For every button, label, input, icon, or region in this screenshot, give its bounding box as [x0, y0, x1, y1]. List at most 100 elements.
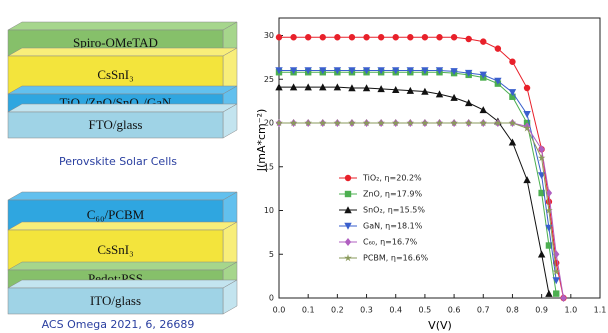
marker — [344, 190, 352, 198]
marker — [435, 90, 444, 98]
marker — [406, 86, 415, 94]
marker — [344, 206, 352, 214]
marker — [391, 119, 400, 127]
layer: FTO/glass — [7, 103, 238, 139]
marker — [406, 67, 415, 75]
marker — [290, 34, 297, 41]
layer-top — [7, 191, 238, 201]
marker — [421, 67, 429, 75]
x-axis-label: V(V) — [428, 319, 452, 332]
marker — [289, 119, 298, 127]
legend-item: GaN, η=18.1% — [339, 222, 423, 231]
marker — [362, 119, 371, 127]
x-tick-label: 0.7 — [477, 306, 490, 315]
marker — [545, 189, 553, 197]
marker — [334, 34, 341, 41]
marker — [545, 242, 553, 249]
marker — [465, 35, 472, 43]
marker — [362, 84, 371, 92]
legend-item: ZnO, η=17.9% — [339, 190, 423, 199]
y-tick-label: 25 — [264, 75, 274, 84]
layer-face — [7, 111, 224, 139]
marker — [377, 34, 385, 41]
marker — [479, 71, 487, 79]
marker — [545, 198, 553, 205]
marker — [304, 67, 312, 75]
marker — [545, 289, 553, 297]
legend-label: C₆₀, η=16.7% — [363, 238, 418, 247]
marker — [362, 67, 371, 75]
layer-face — [7, 287, 224, 315]
marker — [406, 119, 415, 127]
marker — [435, 67, 444, 75]
marker — [435, 119, 444, 127]
layer-top — [7, 221, 238, 231]
legend-label: TiO₂, η=20.2% — [362, 174, 422, 183]
marker — [480, 38, 487, 45]
x-tick-label: 0.8 — [506, 306, 519, 315]
x-tick-label: 0.6 — [448, 306, 461, 315]
marker — [553, 290, 560, 297]
marker — [421, 87, 429, 95]
layer-label: ITO/glass — [90, 293, 141, 308]
legend-item: TiO₂, η=20.2% — [339, 174, 422, 183]
marker — [344, 254, 352, 262]
marker — [392, 67, 400, 75]
marker — [560, 294, 567, 302]
marker — [363, 34, 370, 41]
x-tick-label: 0.4 — [389, 306, 402, 315]
marker — [450, 119, 458, 127]
layer-top — [7, 85, 238, 95]
marker — [304, 34, 312, 41]
marker — [377, 67, 385, 75]
layer: ITO/glass — [7, 279, 238, 315]
y-tick-label: 0 — [269, 294, 274, 303]
marker — [392, 86, 400, 93]
marker — [333, 67, 342, 75]
marker — [319, 83, 327, 91]
marker — [318, 119, 327, 127]
legend-label: PCBM, η=16.6% — [363, 254, 428, 263]
marker — [464, 119, 473, 127]
layer-label: C₆₀/PCBM — [87, 207, 145, 222]
marker — [523, 176, 531, 184]
y-tick-label: 15 — [264, 162, 274, 171]
marker — [450, 93, 458, 101]
legend-label: ZnO, η=17.9% — [363, 190, 423, 199]
marker — [508, 89, 517, 97]
marker — [348, 34, 356, 41]
marker — [538, 189, 545, 197]
marker — [450, 34, 458, 41]
legend-item: C₆₀, η=16.7% — [339, 238, 418, 247]
y-axis-label: J(mA*cm⁻²) — [255, 109, 268, 173]
y-tick-label: 5 — [269, 250, 274, 259]
x-tick-label: 1.1 — [594, 306, 607, 315]
layer-top — [7, 103, 238, 113]
layer-label: FTO/glass — [89, 117, 143, 132]
marker — [537, 154, 546, 162]
marker — [494, 119, 502, 127]
marker — [344, 222, 352, 230]
marker — [333, 83, 342, 91]
marker — [304, 119, 312, 127]
y-tick-label: 30 — [264, 31, 274, 40]
plot-frame — [278, 17, 601, 299]
legend-item: SnO₂, η=15.5% — [339, 206, 425, 215]
marker — [421, 119, 429, 127]
marker — [553, 250, 560, 259]
marker — [377, 85, 385, 93]
marker — [344, 238, 352, 246]
marker — [319, 67, 327, 75]
x-tick-label: 1.0 — [564, 306, 577, 315]
marker — [377, 119, 385, 127]
marker — [348, 67, 356, 75]
x-tick-label: 0.2 — [331, 306, 344, 315]
marker — [275, 34, 283, 41]
marker — [494, 45, 502, 52]
x-tick-label: 0.9 — [535, 306, 548, 315]
marker — [538, 145, 545, 154]
marker — [509, 93, 516, 100]
series-line — [279, 86, 550, 294]
layer-top — [7, 261, 238, 271]
